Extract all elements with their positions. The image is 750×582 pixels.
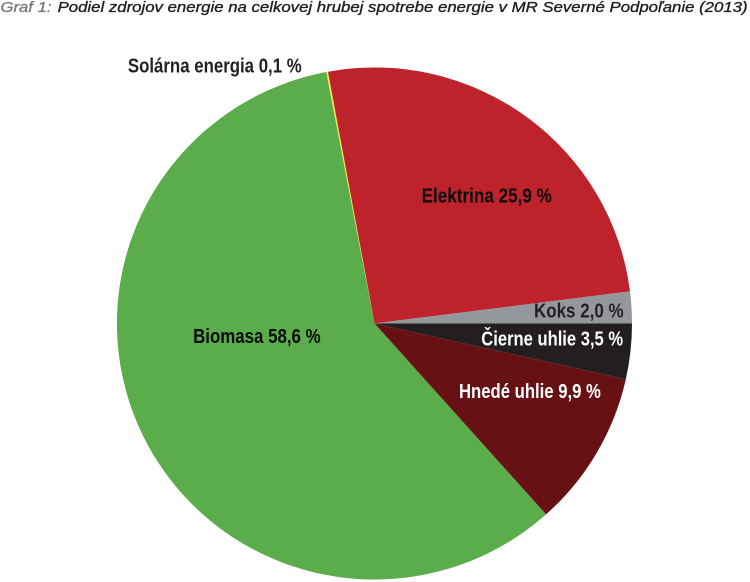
svg-text:Hnedé uhlie 9,9 %: Hnedé uhlie 9,9 % (459, 381, 601, 403)
svg-text:Podiel zdrojov energie na celk: Podiel zdrojov energie na celkovej hrube… (58, 0, 748, 16)
svg-text:Graf 1:: Graf 1: (1, 0, 52, 16)
svg-text:Koks 2,0 %: Koks 2,0 % (534, 300, 624, 322)
svg-text:Solárna energia 0,1 %: Solárna energia 0,1 % (128, 56, 302, 78)
svg-text:Čierne uhlie 3,5 %: Čierne uhlie 3,5 % (481, 326, 623, 350)
svg-text:Elektrina 25,9 %: Elektrina 25,9 % (422, 185, 552, 207)
svg-text:Biomasa 58,6 %: Biomasa 58,6 % (193, 326, 321, 348)
